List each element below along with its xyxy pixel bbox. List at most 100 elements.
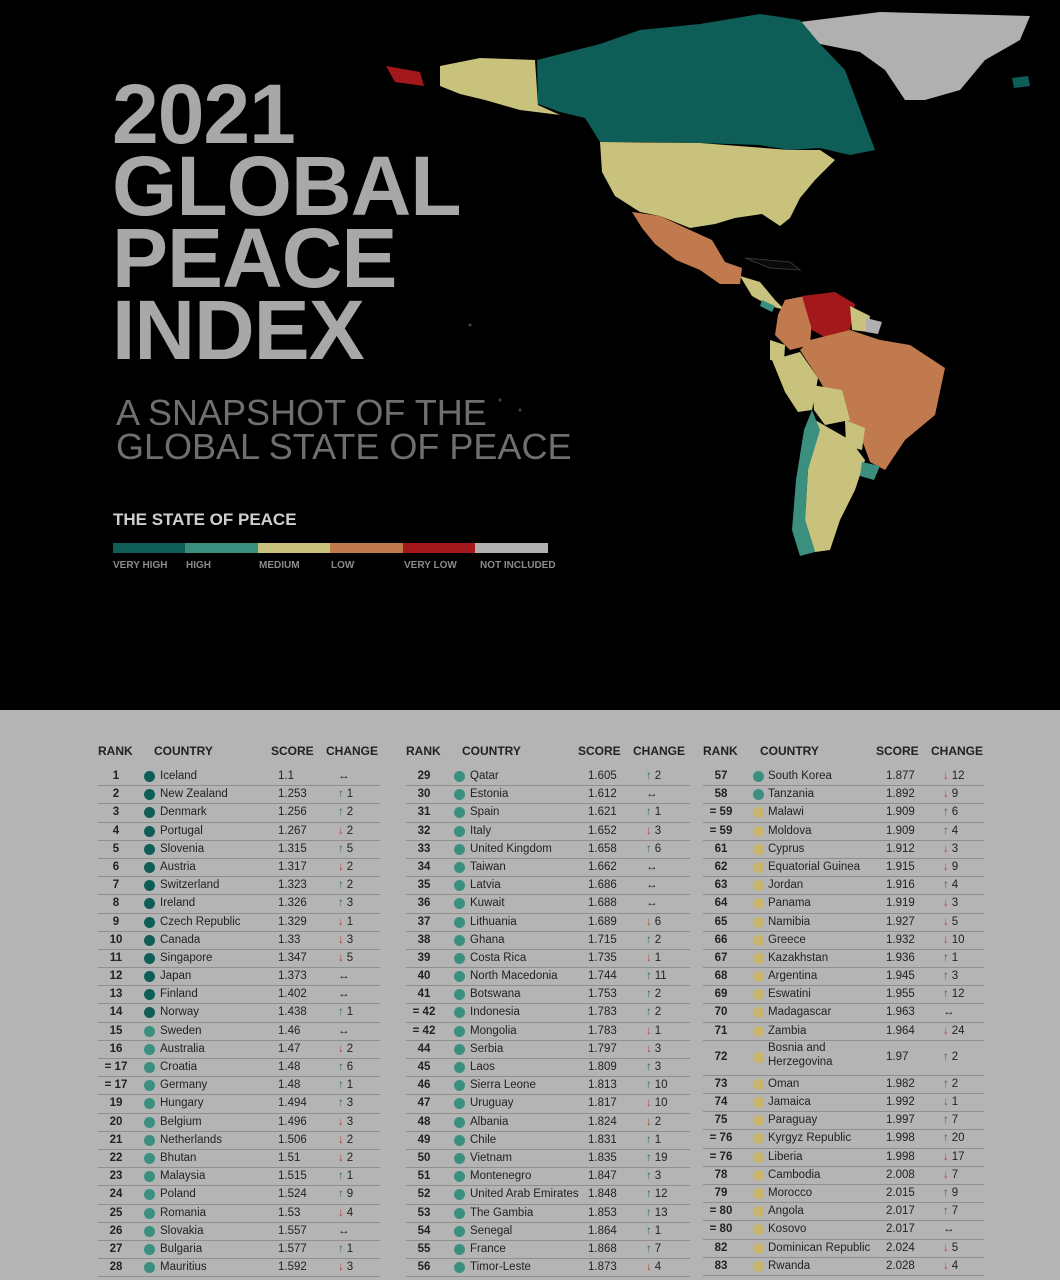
- arrow-up-icon: ↑: [646, 988, 652, 1001]
- change-value: 2: [346, 1042, 354, 1055]
- rank-cell: 33: [417, 842, 431, 855]
- table-row: 68 Argentina 1.945 ↑ 3: [703, 968, 984, 987]
- rank-cell: 7: [112, 879, 120, 892]
- header-rank: RANK: [406, 744, 441, 758]
- score-cell: 1.797: [588, 1042, 617, 1055]
- country-cell: Australia: [160, 1042, 205, 1055]
- peace-level-dot: [454, 1207, 465, 1219]
- header-score: SCORE: [271, 744, 314, 758]
- country-cell: France: [470, 1242, 506, 1255]
- rank-cell: = 42: [412, 1024, 436, 1037]
- score-cell: 1.48: [278, 1079, 301, 1092]
- change-cell: ↓ 3: [338, 1261, 353, 1273]
- arrow-up-icon: ↑: [646, 933, 652, 946]
- score-cell: 1.735: [588, 951, 617, 964]
- rank-cell: 44: [417, 1042, 431, 1055]
- change-cell: ↑ 3: [646, 1061, 661, 1073]
- change-cell: ↓ 10: [646, 1097, 668, 1109]
- arrow-up-icon: ↑: [338, 1188, 344, 1201]
- arrow-up-icon: ↑: [646, 770, 652, 782]
- arrow-down-icon: ↓: [646, 951, 652, 964]
- change-cell: ↔: [943, 1223, 958, 1235]
- change-cell: ↑ 7: [646, 1243, 661, 1255]
- table-row: 29 Qatar 1.605 ↑ 2: [406, 768, 690, 787]
- score-cell: 1.909: [886, 824, 915, 837]
- rank-cell: 50: [417, 1151, 431, 1164]
- arrow-up-icon: ↑: [646, 1151, 652, 1164]
- table-row: 70 Madagascar 1.963 ↔: [703, 1004, 984, 1023]
- change-value: 7: [951, 1168, 959, 1181]
- arrow-up-icon: ↑: [338, 1006, 344, 1019]
- peace-level-dot: [144, 1152, 155, 1164]
- score-cell: 1.658: [588, 842, 617, 855]
- rank-cell: 75: [714, 1114, 728, 1127]
- peace-level-dot: [454, 989, 465, 1001]
- peace-level-dot: [753, 989, 764, 1001]
- peace-level-dot: [144, 1262, 155, 1274]
- legend-swatch-very-low: [403, 543, 475, 553]
- table-row: 7 Switzerland 1.323 ↑ 2: [98, 877, 380, 896]
- table-row: 31 Spain 1.621 ↑ 1: [406, 804, 690, 823]
- change-value: 5: [346, 842, 354, 855]
- arrow-up-icon: ↑: [943, 879, 949, 892]
- change-cell: ↓ 6: [646, 916, 661, 928]
- arrow-up-icon: ↑: [646, 1224, 652, 1237]
- change-cell: ↑ 2: [943, 1078, 958, 1090]
- change-cell: ↓ 2: [338, 1043, 353, 1055]
- country-cell: Netherlands: [160, 1133, 223, 1146]
- change-value: 4: [951, 1259, 959, 1272]
- peace-level-dot: [144, 1171, 155, 1183]
- change-value: 17: [951, 1150, 965, 1163]
- country-cell: Iceland: [160, 770, 198, 782]
- table-row: 36 Kuwait 1.688 ↔: [406, 895, 690, 914]
- change-value: 2: [654, 988, 662, 1001]
- peace-level-dot: [144, 1189, 155, 1201]
- table-row: = 42 Indonesia 1.783 ↑ 2: [406, 1004, 690, 1023]
- change-value: 2: [654, 1006, 662, 1019]
- country-cell: Paraguay: [768, 1114, 818, 1127]
- country-cell: Jordan: [768, 879, 804, 892]
- change-cell: ↑ 4: [943, 879, 958, 891]
- change-cell: ↓ 2: [646, 1116, 661, 1128]
- map-colombia: [775, 296, 812, 350]
- change-value: 1: [654, 951, 662, 964]
- table-row: 16 Australia 1.47 ↓ 2: [98, 1041, 380, 1059]
- table-row: 15 Sweden 1.46 ↔: [98, 1023, 380, 1041]
- arrow-down-icon: ↓: [646, 824, 652, 837]
- country-cell: Indonesia: [470, 1006, 520, 1019]
- change-cell: ↑ 5: [338, 843, 353, 855]
- change-value: 1: [951, 1096, 959, 1108]
- country-cell: Italy: [470, 824, 492, 837]
- peace-level-dot: [144, 843, 155, 855]
- score-cell: 1.955: [886, 988, 915, 1001]
- change-value: 5: [951, 1241, 959, 1254]
- table-row: 37 Lithuania 1.689 ↓ 6: [406, 914, 690, 932]
- change-cell: ↑ 20: [943, 1132, 965, 1144]
- arrow-down-icon: ↓: [338, 933, 344, 946]
- rank-cell: 78: [714, 1168, 728, 1181]
- change-value: 1: [346, 915, 354, 928]
- score-cell: 2.008: [886, 1168, 915, 1181]
- peace-level-dot: [144, 1116, 155, 1128]
- country-cell: Uruguay: [470, 1097, 514, 1110]
- change-value: 3: [654, 824, 662, 837]
- rank-cell: 1: [112, 770, 120, 782]
- peace-level-dot: [454, 807, 465, 819]
- change-cell: ↑ 11: [646, 970, 667, 982]
- change-cell: ↑ 2: [943, 1051, 958, 1063]
- score-cell: 1.868: [588, 1242, 617, 1255]
- change-cell: ↑ 3: [338, 1097, 353, 1109]
- country-cell: Canada: [160, 933, 201, 946]
- rank-cell: = 80: [709, 1223, 733, 1236]
- score-cell: 1.915: [886, 860, 915, 873]
- peace-level-dot: [753, 1025, 764, 1037]
- country-cell: New Zealand: [160, 788, 228, 801]
- legend-swatch-medium: [258, 543, 330, 553]
- map-greenland: [800, 12, 1030, 100]
- peace-level-dot: [753, 1242, 764, 1254]
- change-value: 3: [951, 842, 959, 855]
- rank-cell: 23: [109, 1170, 123, 1183]
- peace-level-dot: [753, 1115, 764, 1127]
- change-cell: ↓ 3: [338, 1116, 353, 1128]
- rank-cell: 79: [714, 1186, 728, 1199]
